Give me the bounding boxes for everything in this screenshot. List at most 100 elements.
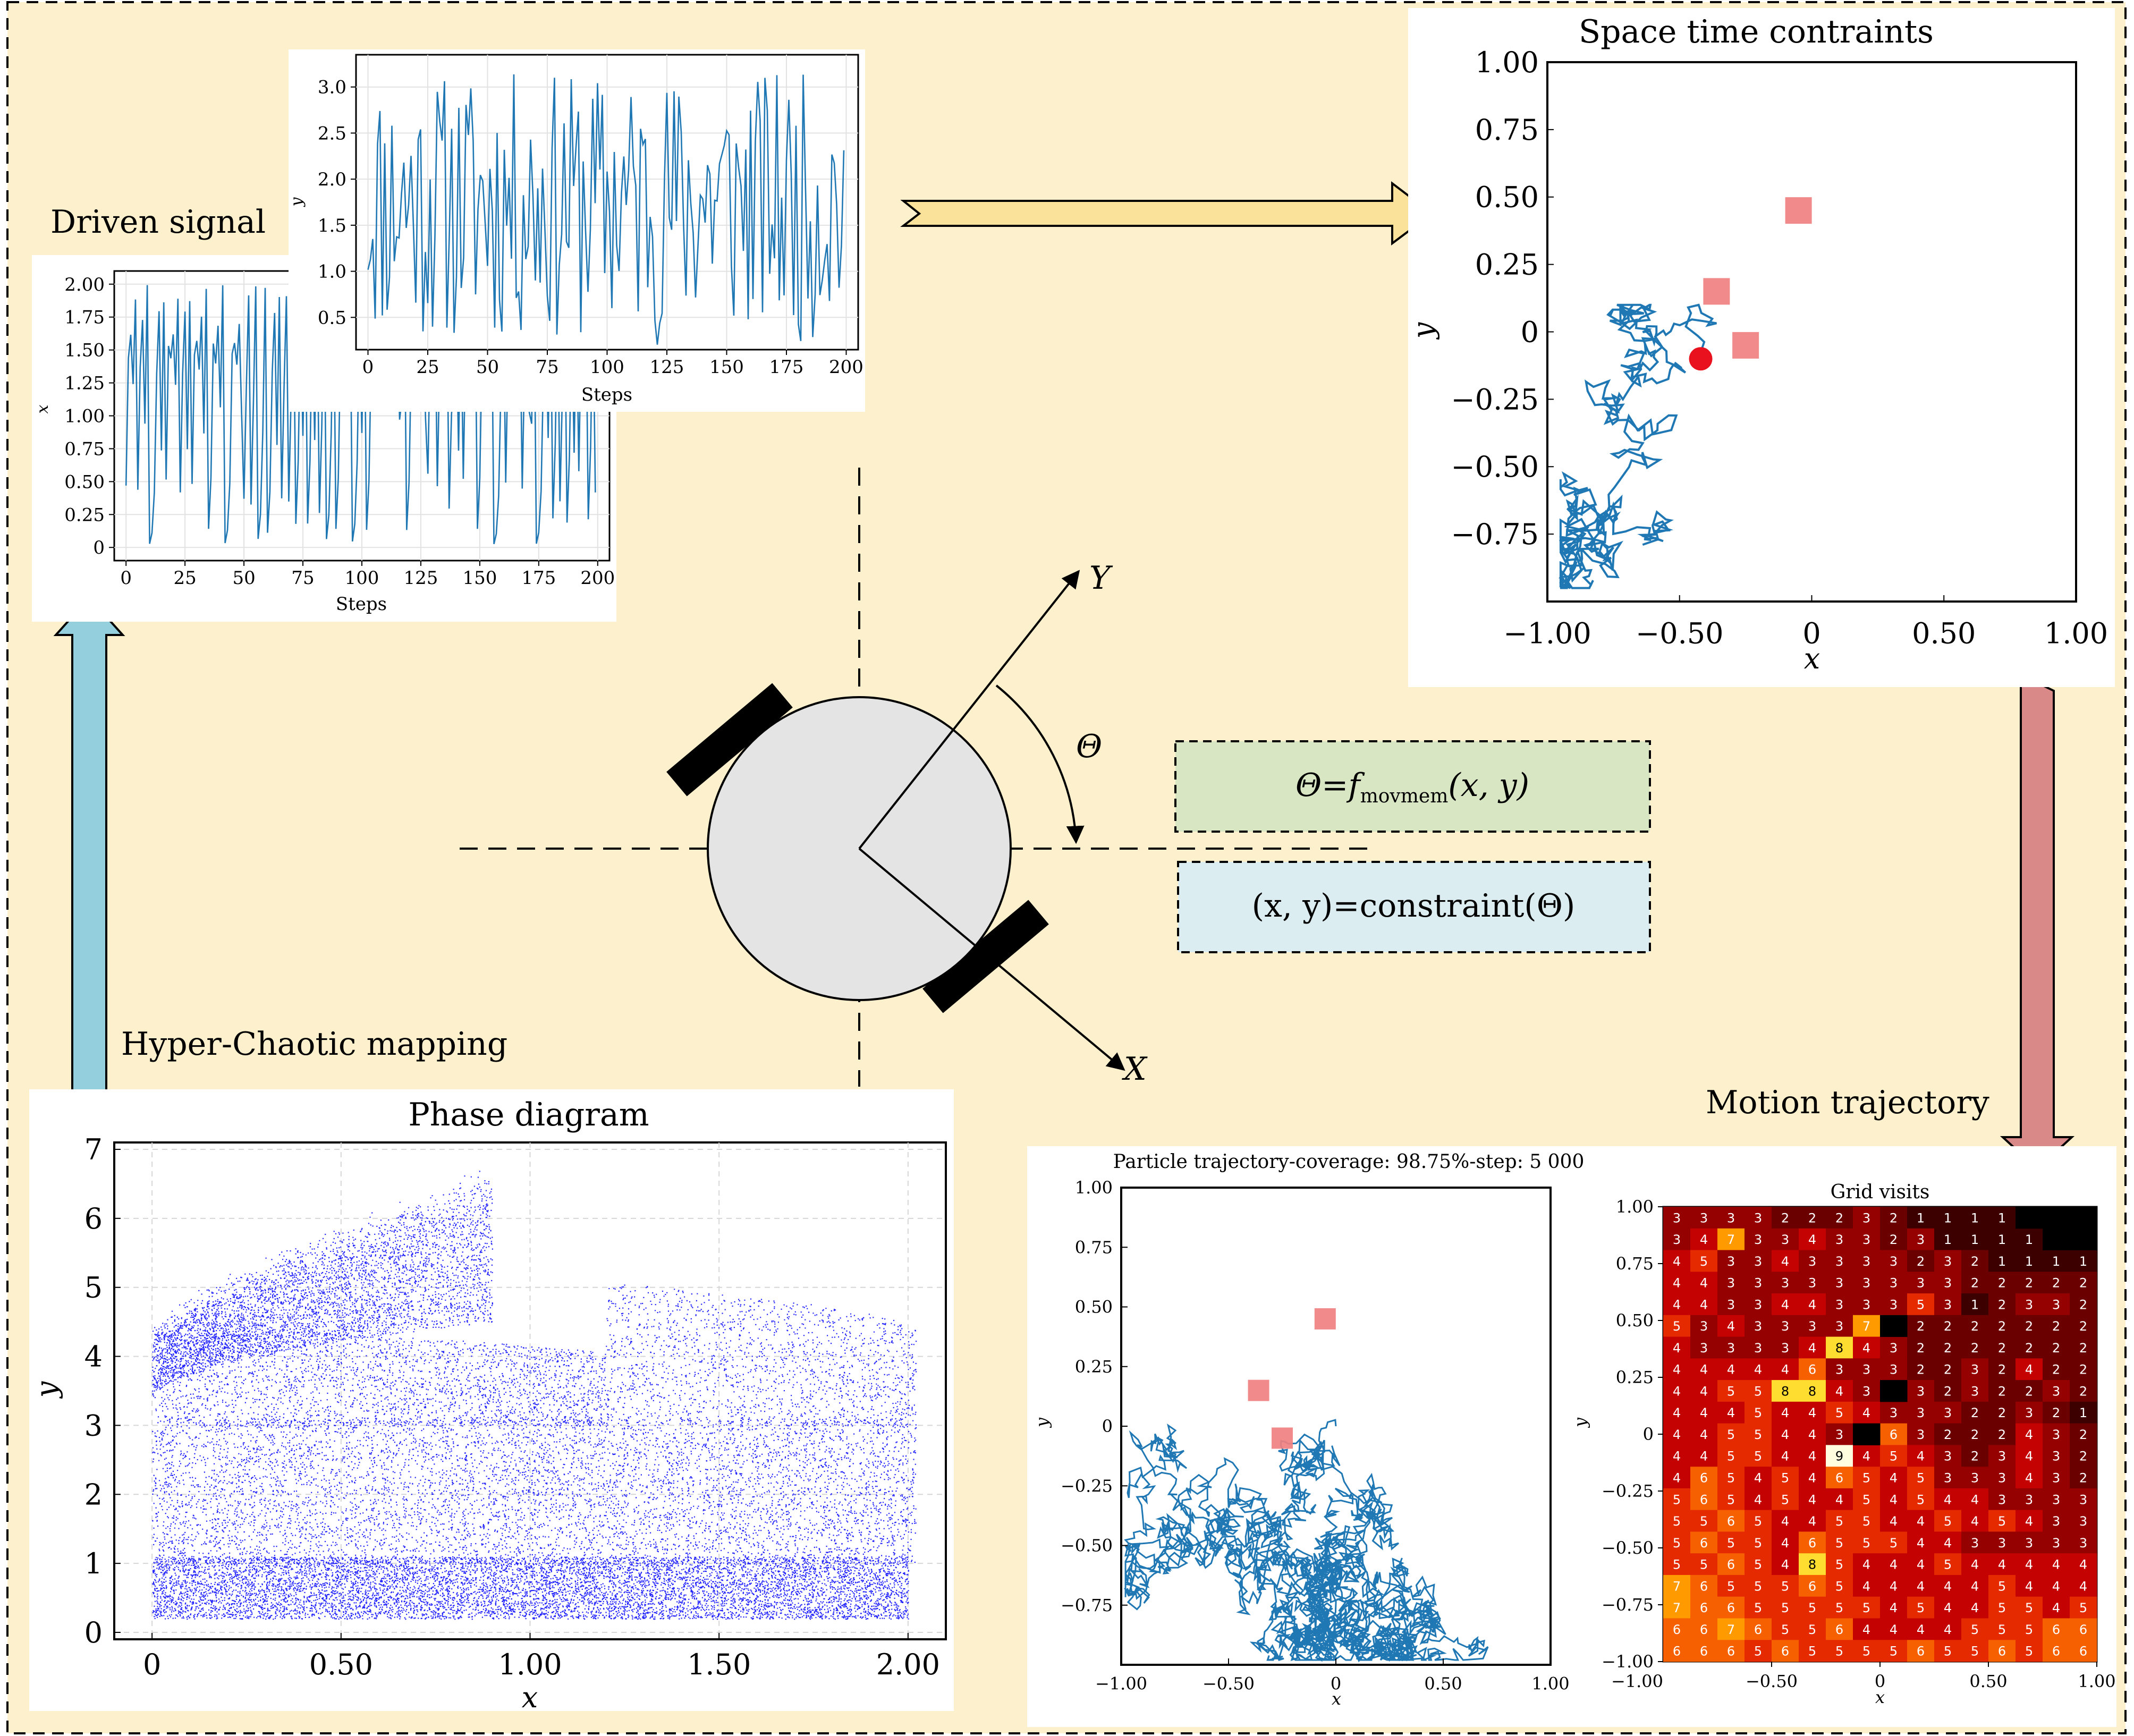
- heatmap-value: 5: [1754, 1644, 1762, 1659]
- y-tick-label: 3: [84, 1409, 103, 1442]
- heatmap-value: 3: [1890, 1297, 1898, 1312]
- heatmap-cell: [1961, 1401, 1989, 1424]
- heatmap-value: 3: [1944, 1276, 1952, 1291]
- heatmap-cell: [2043, 1531, 2070, 1554]
- heatmap-cell: [1690, 1336, 1718, 1359]
- heatmap-value: 5: [1700, 1254, 1708, 1269]
- heatmap-cell: [2043, 1553, 2070, 1576]
- heatmap-value: 3: [1754, 1232, 1762, 1247]
- heatmap-value: 4: [1998, 1557, 2006, 1572]
- y-tick-label: 3.0: [318, 77, 346, 98]
- heatmap-cell: [1799, 1228, 1826, 1251]
- heatmap-value: 3: [1971, 1362, 1979, 1377]
- hyper-chaotic-label: Hyper-Chaotic mapping: [121, 1026, 507, 1063]
- plot-frame: [1546, 61, 2077, 603]
- heatmap-cell: [1799, 1640, 1826, 1662]
- obstacle-square: [1272, 1427, 1293, 1449]
- heatmap-value: 2: [1998, 1276, 2006, 1291]
- y-tick-label: 0.25: [1475, 248, 1539, 282]
- heatmap-cell: [1880, 1445, 1908, 1467]
- y-tick-label: 1.75: [64, 307, 105, 328]
- heatmap-cell: [1853, 1531, 1881, 1554]
- heatmap-value: 3: [1754, 1210, 1762, 1225]
- heatmap-cell: [1907, 1315, 1935, 1337]
- heatmap-cell: [1961, 1336, 1989, 1359]
- heatmap-value: 4: [1727, 1362, 1735, 1377]
- heatmap-cell: [1853, 1401, 1881, 1424]
- x-tick-label: 1.50: [687, 1648, 751, 1681]
- heatmap-value: 2: [1944, 1319, 1952, 1334]
- heatmap-cell: [1690, 1293, 1718, 1316]
- heatmap-cell: [1717, 1315, 1745, 1337]
- heatmap-value: 4: [2025, 1557, 2033, 1572]
- heatmap-cell: [1690, 1618, 1718, 1640]
- y-tick-label: −0.25: [1602, 1481, 1654, 1501]
- heatmap-cell: [1690, 1250, 1718, 1272]
- heatmap-value: 3: [1835, 1254, 1843, 1269]
- heatmap-cell: [1880, 1401, 1908, 1424]
- heatmap-cell: [2043, 1467, 2070, 1489]
- heatmap-cell: [1799, 1510, 1826, 1532]
- heatmap-value: 6: [1808, 1536, 1816, 1551]
- heatmap-cell: [1853, 1336, 1881, 1359]
- x-tick-label: 1.00: [2044, 616, 2108, 650]
- heatmap-value: 3: [1754, 1319, 1762, 1334]
- heatmap-value: 4: [1700, 1449, 1708, 1464]
- start-point: [1689, 347, 1713, 371]
- y-tick-label: 2.00: [64, 274, 105, 295]
- heatmap-value: 2: [1917, 1319, 1925, 1334]
- heatmap-cell: [1772, 1640, 1799, 1662]
- heatmap-value: 5: [1917, 1492, 1925, 1507]
- heatmap-value: 4: [1700, 1427, 1708, 1442]
- heatmap-value: 3: [2052, 1492, 2060, 1507]
- heatmap-cell: [2016, 1315, 2043, 1337]
- y-tick-label: 1.00: [1616, 1197, 1654, 1217]
- heatmap-value: 5: [1754, 1514, 1762, 1529]
- x-tick-label: 0: [1331, 1673, 1341, 1693]
- heatmap-value: 5: [1944, 1557, 1952, 1572]
- y-tick-label: 0.25: [1616, 1367, 1654, 1387]
- heatmap-cell: [1961, 1596, 1989, 1619]
- heatmap-cell: [1907, 1445, 1935, 1467]
- heatmap-value: 2: [2025, 1341, 2033, 1356]
- heatmap-value: 3: [2052, 1470, 2060, 1485]
- y-tick-label: 1.5: [318, 215, 346, 236]
- heatmap-value: 2: [1998, 1405, 2006, 1420]
- heatmap-value: 2: [2079, 1449, 2087, 1464]
- heatmap-value: 4: [2025, 1427, 2033, 1442]
- heatmap-cell: [1772, 1250, 1799, 1272]
- heatmap-cell: [1961, 1574, 1989, 1597]
- heatmap-value: 1: [1998, 1232, 2006, 1247]
- heatmap-cell: [1717, 1618, 1745, 1640]
- heatmap-cell: [1934, 1640, 1962, 1662]
- heatmap-value: 4: [1673, 1341, 1681, 1356]
- heatmap-cell: [1961, 1272, 1989, 1294]
- x-tick-label: −1.00: [1611, 1671, 1663, 1691]
- heatmap-value: 6: [1808, 1362, 1816, 1377]
- heatmap-value: 6: [1727, 1600, 1735, 1615]
- heatmap-cell: [1988, 1531, 2016, 1554]
- heatmap-value: 4: [1673, 1449, 1681, 1464]
- heatmap-cell: [2016, 1336, 2043, 1359]
- x-tick-label: 0.50: [309, 1648, 373, 1681]
- heatmap-value: 5: [1808, 1622, 1816, 1637]
- heatmap-cell: [2016, 1423, 2043, 1445]
- heatmap-cell: [1772, 1531, 1799, 1554]
- heatmap-value: 4: [2025, 1514, 2033, 1529]
- heatmap-cell: [1880, 1531, 1908, 1554]
- heatmap-value: 4: [1808, 1341, 1816, 1356]
- heatmap-cell: [1826, 1510, 1853, 1532]
- heatmap-cell: [2043, 1401, 2070, 1424]
- obstacle-square: [1248, 1379, 1269, 1401]
- left-wheel: [666, 683, 793, 797]
- heatmap-value: 3: [1944, 1405, 1952, 1420]
- arrow-right-yellow: [900, 181, 1434, 245]
- x-tick-label: −0.50: [1203, 1673, 1255, 1693]
- heatmap-cell: [1799, 1272, 1826, 1294]
- heatmap-cell: [1988, 1467, 2016, 1489]
- y-tick-label: 0.50: [64, 471, 105, 493]
- svg-text:Θ=fmovmem(x, y): Θ=fmovmem(x, y): [1295, 767, 1529, 807]
- heatmap-cell: [1988, 1250, 2016, 1272]
- heatmap-cell: [1745, 1293, 1772, 1316]
- heatmap-value: 2: [2025, 1276, 2033, 1291]
